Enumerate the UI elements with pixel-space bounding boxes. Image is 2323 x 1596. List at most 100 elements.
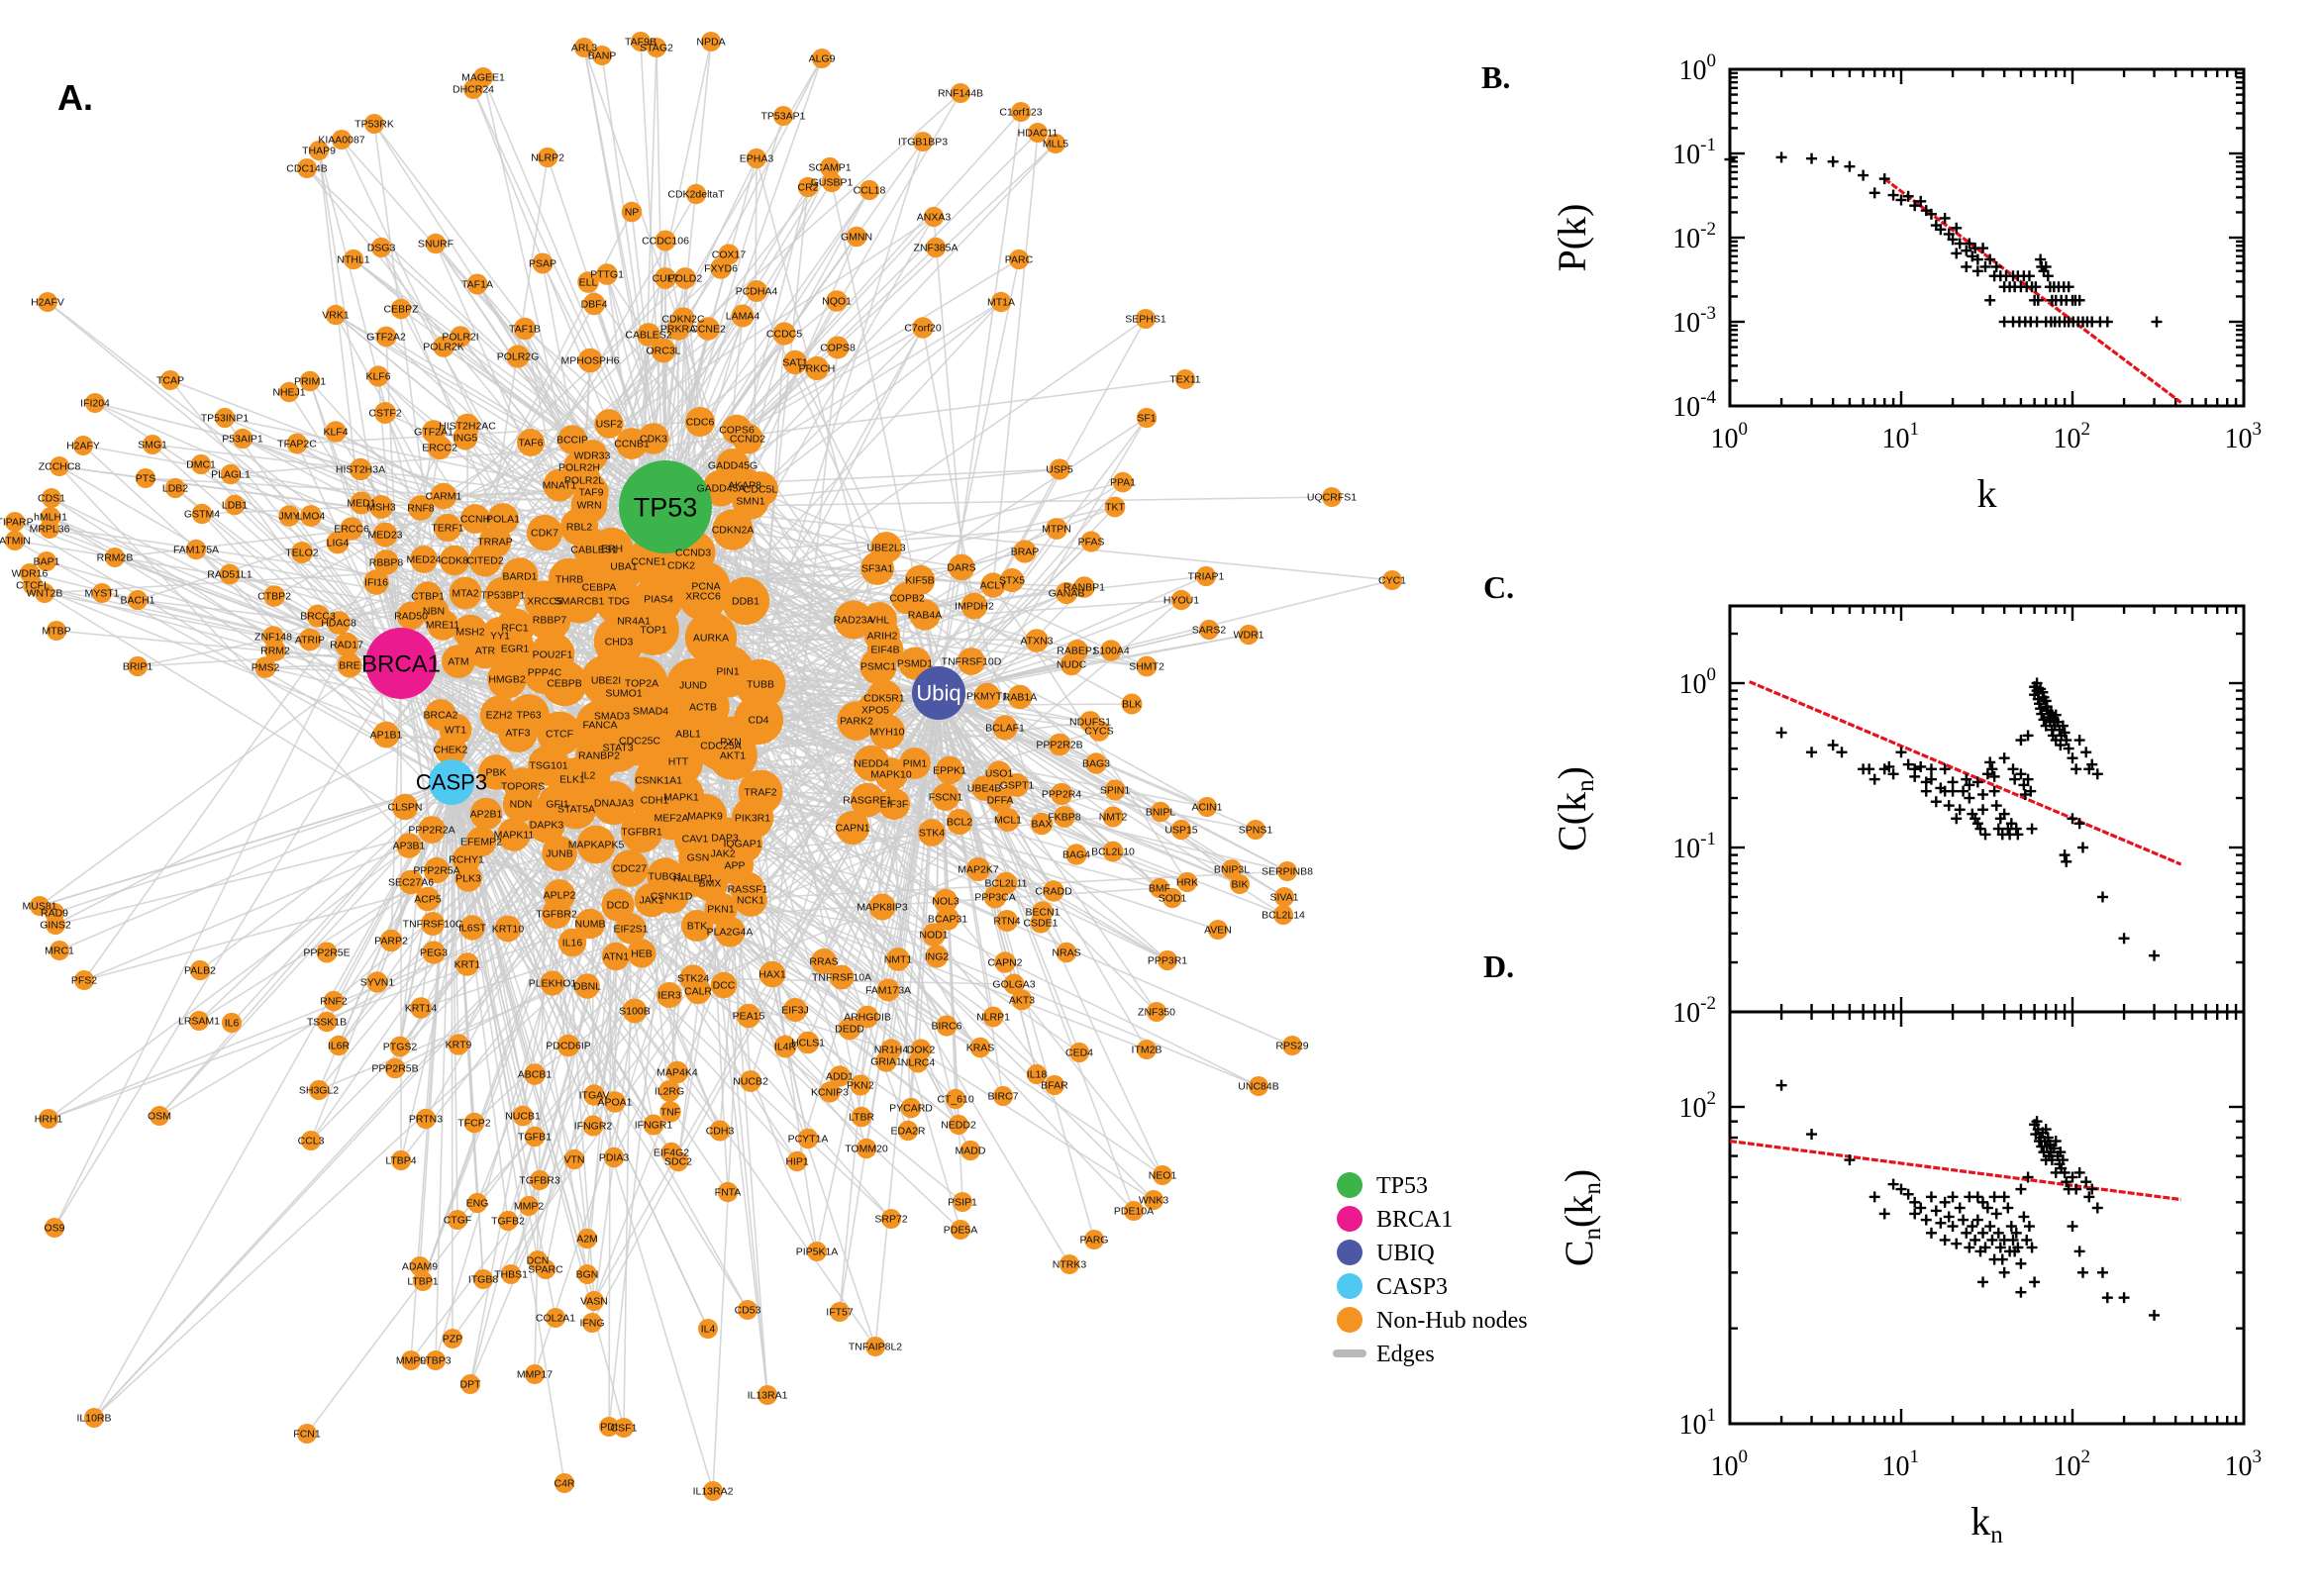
network-node (517, 429, 545, 456)
node-label: MAP2K7 (958, 864, 999, 876)
network-node (150, 1106, 169, 1126)
network-node (1282, 1036, 1302, 1055)
legend: TP53 BRCA1 UBIQ CASP3 Non-Hub nodes Edges (1333, 1172, 1528, 1367)
node-label: BNIPL (1146, 807, 1176, 819)
y-tick-label: 100 (1679, 50, 1717, 86)
network-node (1054, 806, 1075, 828)
node-label: TAF9B (625, 37, 656, 49)
hub-node-casp3 (429, 759, 474, 805)
node-label: CDK2deltaT (667, 189, 725, 201)
network-node (1065, 844, 1087, 865)
node-label: WNT2B (27, 588, 63, 600)
network-node (525, 1364, 545, 1384)
node-label: CEBPA (582, 582, 617, 594)
node-label: TFCP2 (457, 1118, 490, 1130)
edge (938, 592, 1067, 694)
axis-ticks (1730, 69, 2244, 406)
node-label: DSG3 (367, 243, 396, 254)
node-label: PRTN3 (409, 1114, 443, 1126)
axis-ticks (1730, 1012, 2244, 1424)
node-label: CABLES2 (625, 330, 671, 342)
node-label: KLF4 (323, 427, 348, 439)
network-node (160, 370, 180, 390)
node-label: NHEJ1 (272, 387, 305, 399)
network-node (426, 1350, 446, 1370)
network-node (1025, 629, 1049, 652)
edge (639, 740, 1080, 1053)
y-axis-title: C(kn) (1550, 766, 1599, 851)
network-node (334, 632, 359, 657)
network-node (391, 793, 419, 821)
network-node (191, 503, 213, 525)
node-label: PLK3 (455, 873, 481, 885)
network-node (497, 1210, 519, 1232)
node-label: WNK3 (1139, 1195, 1168, 1207)
network-node (936, 1015, 958, 1037)
network-node (343, 249, 364, 270)
node-label: ELK1 (559, 774, 585, 786)
network-node (219, 563, 241, 585)
network-node (656, 982, 682, 1008)
network-node (582, 292, 606, 316)
network-node (286, 433, 308, 454)
node-label: IL6R (328, 1041, 351, 1052)
node-label: PEA15 (733, 1011, 765, 1023)
node-label: EIF3F (880, 799, 909, 811)
node-label: BCL2L10 (1091, 847, 1135, 858)
network-node (1050, 782, 1073, 806)
node-label: KCNIP3 (811, 1087, 849, 1099)
node-label: PTTG1 (590, 269, 624, 281)
edge (375, 315, 744, 583)
node-label: SPARC (528, 1264, 563, 1276)
edge (53, 662, 402, 1229)
node-label: TUBG1 (648, 871, 682, 883)
edge (841, 692, 940, 978)
network-node (913, 132, 933, 151)
node-label: IFNG (579, 1318, 604, 1330)
chart-panel-d: 102 101 100 101 102 103 Cn(kn) kn (1557, 1010, 2263, 1548)
node-label: HYOU1 (1163, 595, 1199, 607)
node-label: LTBP3 (420, 1355, 451, 1367)
node-label: CUL7 (653, 273, 679, 285)
node-label: CTBP2 (257, 591, 291, 603)
network-node (1170, 589, 1192, 611)
network-node (1136, 655, 1158, 677)
node-label: NDN (510, 799, 533, 811)
legend-swatch-brca1 (1337, 1206, 1363, 1232)
node-label: NTHL1 (337, 254, 369, 266)
network-node (35, 583, 54, 603)
network-node (868, 893, 896, 921)
node-label: CRADD (1035, 886, 1072, 898)
network-node (960, 592, 988, 620)
node-label: NEDD2 (941, 1120, 976, 1132)
tick-labels: 100 10-1 10-2 (1672, 664, 1716, 1029)
network-node (143, 435, 162, 454)
network-node (830, 1302, 850, 1322)
network-node (450, 326, 471, 348)
edge (885, 692, 940, 1062)
node-label: EPPK1 (933, 765, 966, 777)
network-node (796, 1031, 820, 1054)
node-label: MYST1 (84, 588, 119, 600)
node-label: ACIN1 (1192, 802, 1223, 814)
node-label: NPDA (696, 37, 725, 49)
network-node (460, 1374, 480, 1394)
node-label: TGFBR2 (536, 909, 577, 921)
network-node (528, 598, 571, 642)
node-label: CDKN2C (661, 314, 705, 326)
node-label: RCHY1 (449, 854, 484, 866)
tick-labels: 102 101 100 101 102 103 (1679, 1088, 2263, 1482)
network-node (466, 273, 488, 295)
node-label: PARP2 (374, 936, 408, 948)
network-node (658, 1080, 680, 1102)
network-node (415, 886, 441, 912)
node-label: XRCC6 (685, 591, 721, 603)
x-tick-label: 103 (2225, 419, 2263, 454)
node-label: CDH3 (706, 1126, 735, 1138)
network-node (1028, 123, 1048, 143)
network-node (1273, 905, 1293, 925)
network-node (736, 1003, 761, 1029)
node-label: IFNGR2 (574, 1121, 613, 1133)
network-node (698, 1319, 718, 1339)
node-label: TRAF2 (744, 787, 776, 799)
